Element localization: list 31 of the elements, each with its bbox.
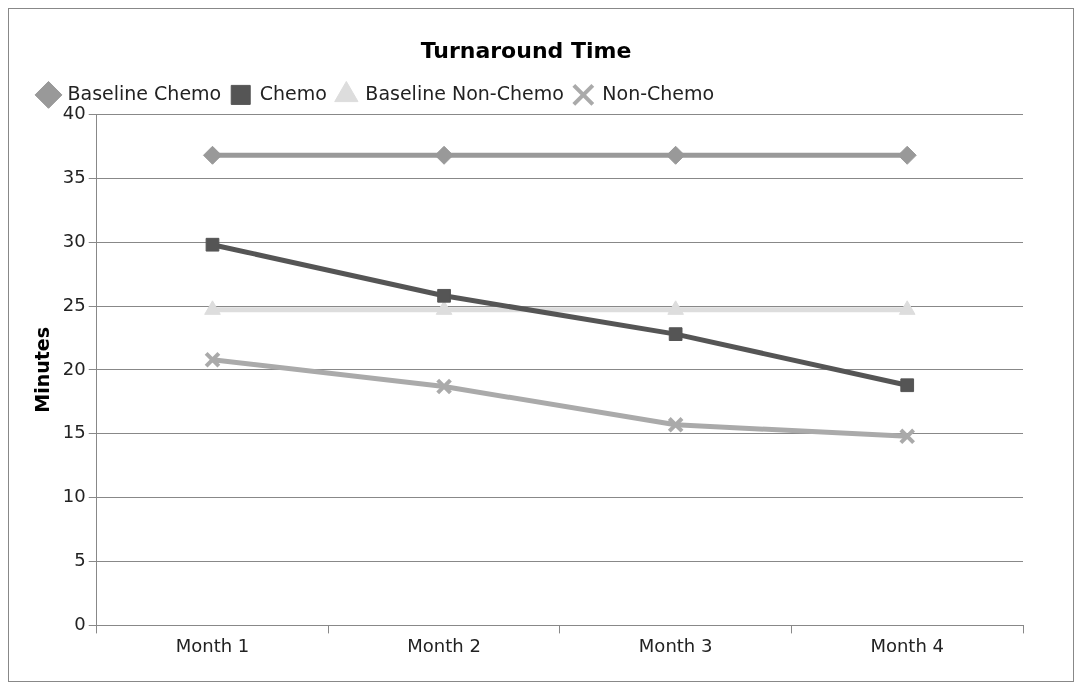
y-axis-title: Minutes: [31, 327, 54, 413]
point: [900, 378, 915, 393]
x-tick-label: Month 4: [870, 634, 945, 656]
chart-title: Turnaround Time: [420, 37, 632, 63]
y-tick-label: 5: [74, 549, 86, 571]
x-tick-label: Month 3: [638, 634, 713, 656]
legend-label: Baseline Chemo: [67, 81, 222, 104]
y-tick-label: 30: [62, 229, 86, 251]
point: [897, 145, 917, 165]
legend-label: Chemo: [259, 81, 327, 104]
point: [202, 145, 222, 165]
point: [205, 237, 220, 252]
point: [435, 378, 453, 395]
y-tick-label: 10: [62, 485, 86, 507]
point: [667, 416, 684, 434]
x-tick-label: Month 1: [175, 634, 250, 656]
y-tick-label: 40: [62, 102, 86, 124]
y-tick-label: 0: [74, 613, 86, 635]
x-tick-label: Month 2: [407, 634, 481, 656]
y-tick-label: 25: [62, 293, 86, 315]
legend-label: Non-Chemo: [602, 81, 715, 104]
y-tick-label: 35: [62, 165, 86, 187]
point: [204, 351, 221, 369]
legend-label: Baseline Non-Chemo: [365, 81, 564, 104]
y-tick-label: 15: [62, 421, 86, 443]
point: [437, 288, 451, 303]
point: [668, 327, 683, 341]
point: [434, 145, 454, 165]
point: [898, 427, 916, 445]
point: [666, 145, 686, 165]
y-tick-label: 20: [62, 357, 86, 379]
